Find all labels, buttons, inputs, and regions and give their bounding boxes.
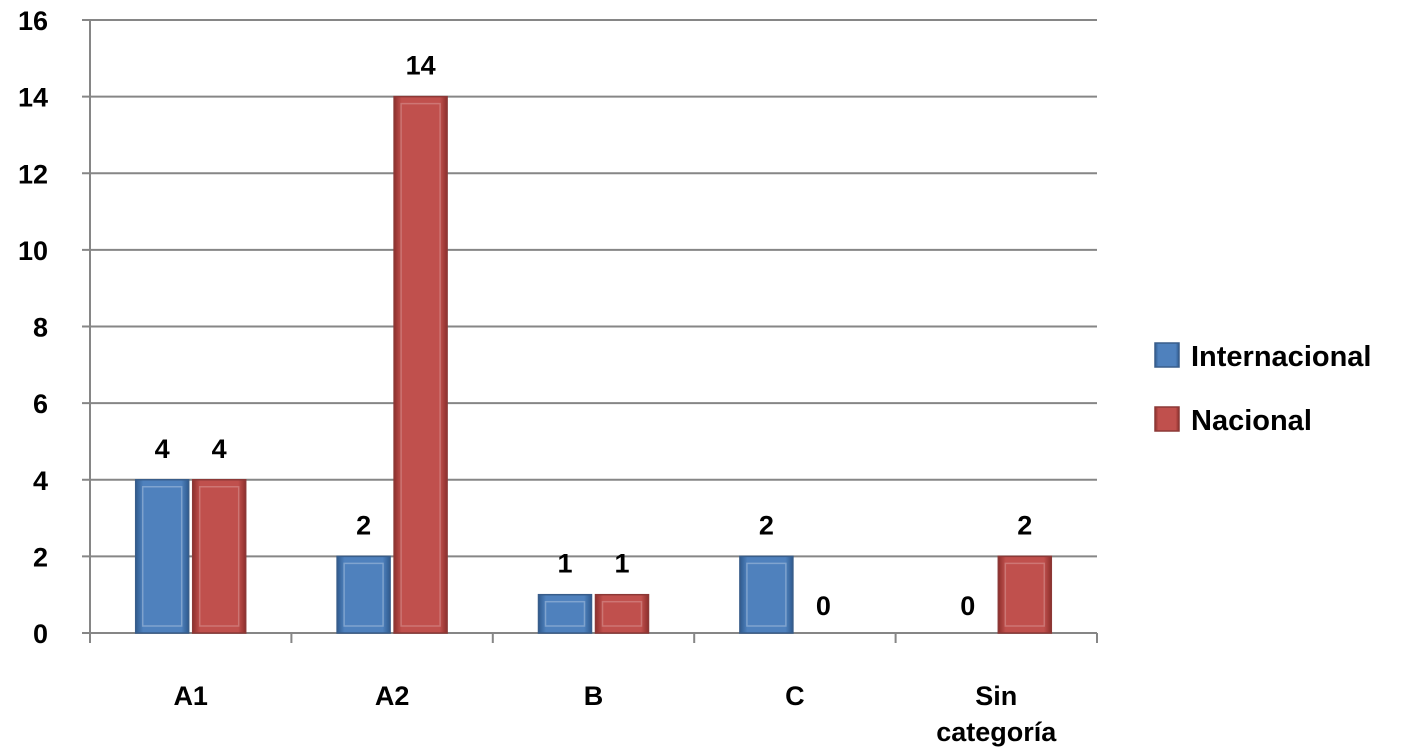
bar-bevel <box>544 600 586 627</box>
data-label: 2 <box>759 510 774 540</box>
y-tick-label: 4 <box>33 466 48 496</box>
y-tick-label: 12 <box>18 159 48 189</box>
bar-nacional-sin-categoría <box>997 555 1053 634</box>
legend-label-internacional: Internacional <box>1191 341 1372 373</box>
legend: Internacional Nacional <box>1154 341 1372 437</box>
x-category-label: C <box>785 681 805 711</box>
bar-bevel <box>1004 562 1046 627</box>
legend-swatch-internacional <box>1154 342 1180 368</box>
bar-internacional-c <box>739 555 794 634</box>
bar-internacional-b <box>537 593 593 634</box>
data-label: 1 <box>614 549 629 579</box>
bar-bevel <box>400 102 441 627</box>
data-label: 0 <box>960 591 975 621</box>
bar-internacional-a1 <box>134 479 190 634</box>
bar-bevel <box>198 486 240 627</box>
data-label: 1 <box>557 549 572 579</box>
data-label: 4 <box>212 434 227 464</box>
data-label: 14 <box>406 51 436 81</box>
data-label: 2 <box>356 510 371 540</box>
bar-bevel <box>141 486 183 627</box>
data-label: 2 <box>1017 510 1032 540</box>
legend-label-nacional: Nacional <box>1191 405 1312 437</box>
bar-internacional-a2 <box>336 555 391 634</box>
x-category-label: A1 <box>173 681 208 711</box>
y-tick-label: 0 <box>33 619 48 649</box>
y-tick-label: 6 <box>33 389 48 419</box>
x-category-label: A2 <box>375 681 410 711</box>
data-label: 0 <box>816 591 831 621</box>
bar-nacional-a2 <box>393 95 448 634</box>
data-labels: 4 2 1 2 0 4 14 1 0 2 <box>155 51 1033 621</box>
y-tick-label: 14 <box>18 83 48 113</box>
bar-nacional-a1 <box>191 479 247 634</box>
bar-bevel <box>343 562 384 627</box>
x-category-label: B <box>584 681 604 711</box>
data-label: 4 <box>155 434 170 464</box>
x-category-label: Sin categoría <box>936 681 1057 747</box>
y-tick-label: 8 <box>33 313 48 343</box>
y-tick-label: 10 <box>18 236 48 266</box>
gridlines <box>90 19 1097 558</box>
bar-bevel <box>746 562 787 627</box>
y-tick-label: 2 <box>33 542 48 572</box>
legend-swatch-nacional <box>1154 406 1180 432</box>
y-tick-label: 16 <box>18 6 48 36</box>
bar-nacional-b <box>594 593 650 634</box>
bar-bevel <box>601 600 643 627</box>
bars <box>134 95 1053 634</box>
